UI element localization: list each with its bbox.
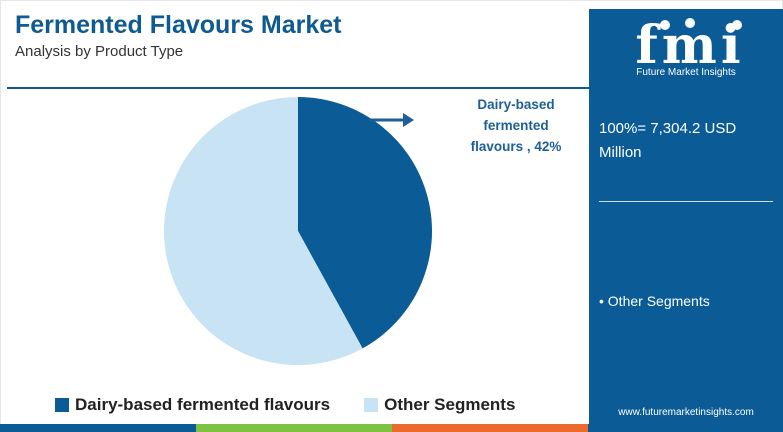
pie-slice-other bbox=[164, 97, 363, 365]
logo-subtitle: Future Market Insights bbox=[636, 67, 736, 78]
market-total: 100%= 7,304.2 USD Million bbox=[599, 120, 737, 161]
callout-line-3: flavours , 42% bbox=[470, 139, 562, 154]
legend-swatch-other bbox=[364, 398, 379, 412]
title-divider bbox=[7, 87, 590, 89]
panel-divider bbox=[599, 201, 773, 202]
bottom-bar-segment-2 bbox=[196, 424, 392, 432]
other-segments-note: • Other Segments bbox=[599, 293, 710, 309]
callout-arrow-icon bbox=[369, 113, 414, 127]
website-url: www.futuremarketinsights.com bbox=[618, 407, 754, 418]
bottom-bar-segment-3 bbox=[392, 424, 588, 432]
bottom-color-bar bbox=[0, 424, 783, 432]
pie-chart bbox=[164, 97, 433, 365]
info-panel: fmi Future Market Insights 100%= 7,304.2… bbox=[589, 9, 783, 424]
legend-label-dairy: Dairy-based fermented flavours bbox=[75, 395, 331, 414]
pie-callout: Dairy-based fermented flavours , 42% bbox=[457, 94, 575, 157]
pie-slice-dairy bbox=[298, 97, 433, 349]
bottom-bar-segment-1 bbox=[0, 424, 196, 432]
fmi-logo: fmi bbox=[635, 15, 742, 76]
chart-legend: Dairy-based fermented flavours Other Seg… bbox=[55, 394, 549, 416]
callout-line-1: Dairy-based bbox=[477, 97, 555, 112]
bottom-bar-segment-4 bbox=[588, 424, 783, 432]
legend-swatch-dairy bbox=[55, 398, 69, 412]
page-subtitle: Analysis by Product Type bbox=[15, 43, 184, 60]
page-title: Fermented Flavours Market bbox=[15, 11, 342, 39]
callout-line-2: fermented bbox=[483, 118, 549, 133]
legend-item-other: Other Segments bbox=[364, 395, 515, 415]
legend-label-other: Other Segments bbox=[384, 395, 516, 414]
legend-item-dairy: Dairy-based fermented flavours bbox=[55, 395, 330, 415]
